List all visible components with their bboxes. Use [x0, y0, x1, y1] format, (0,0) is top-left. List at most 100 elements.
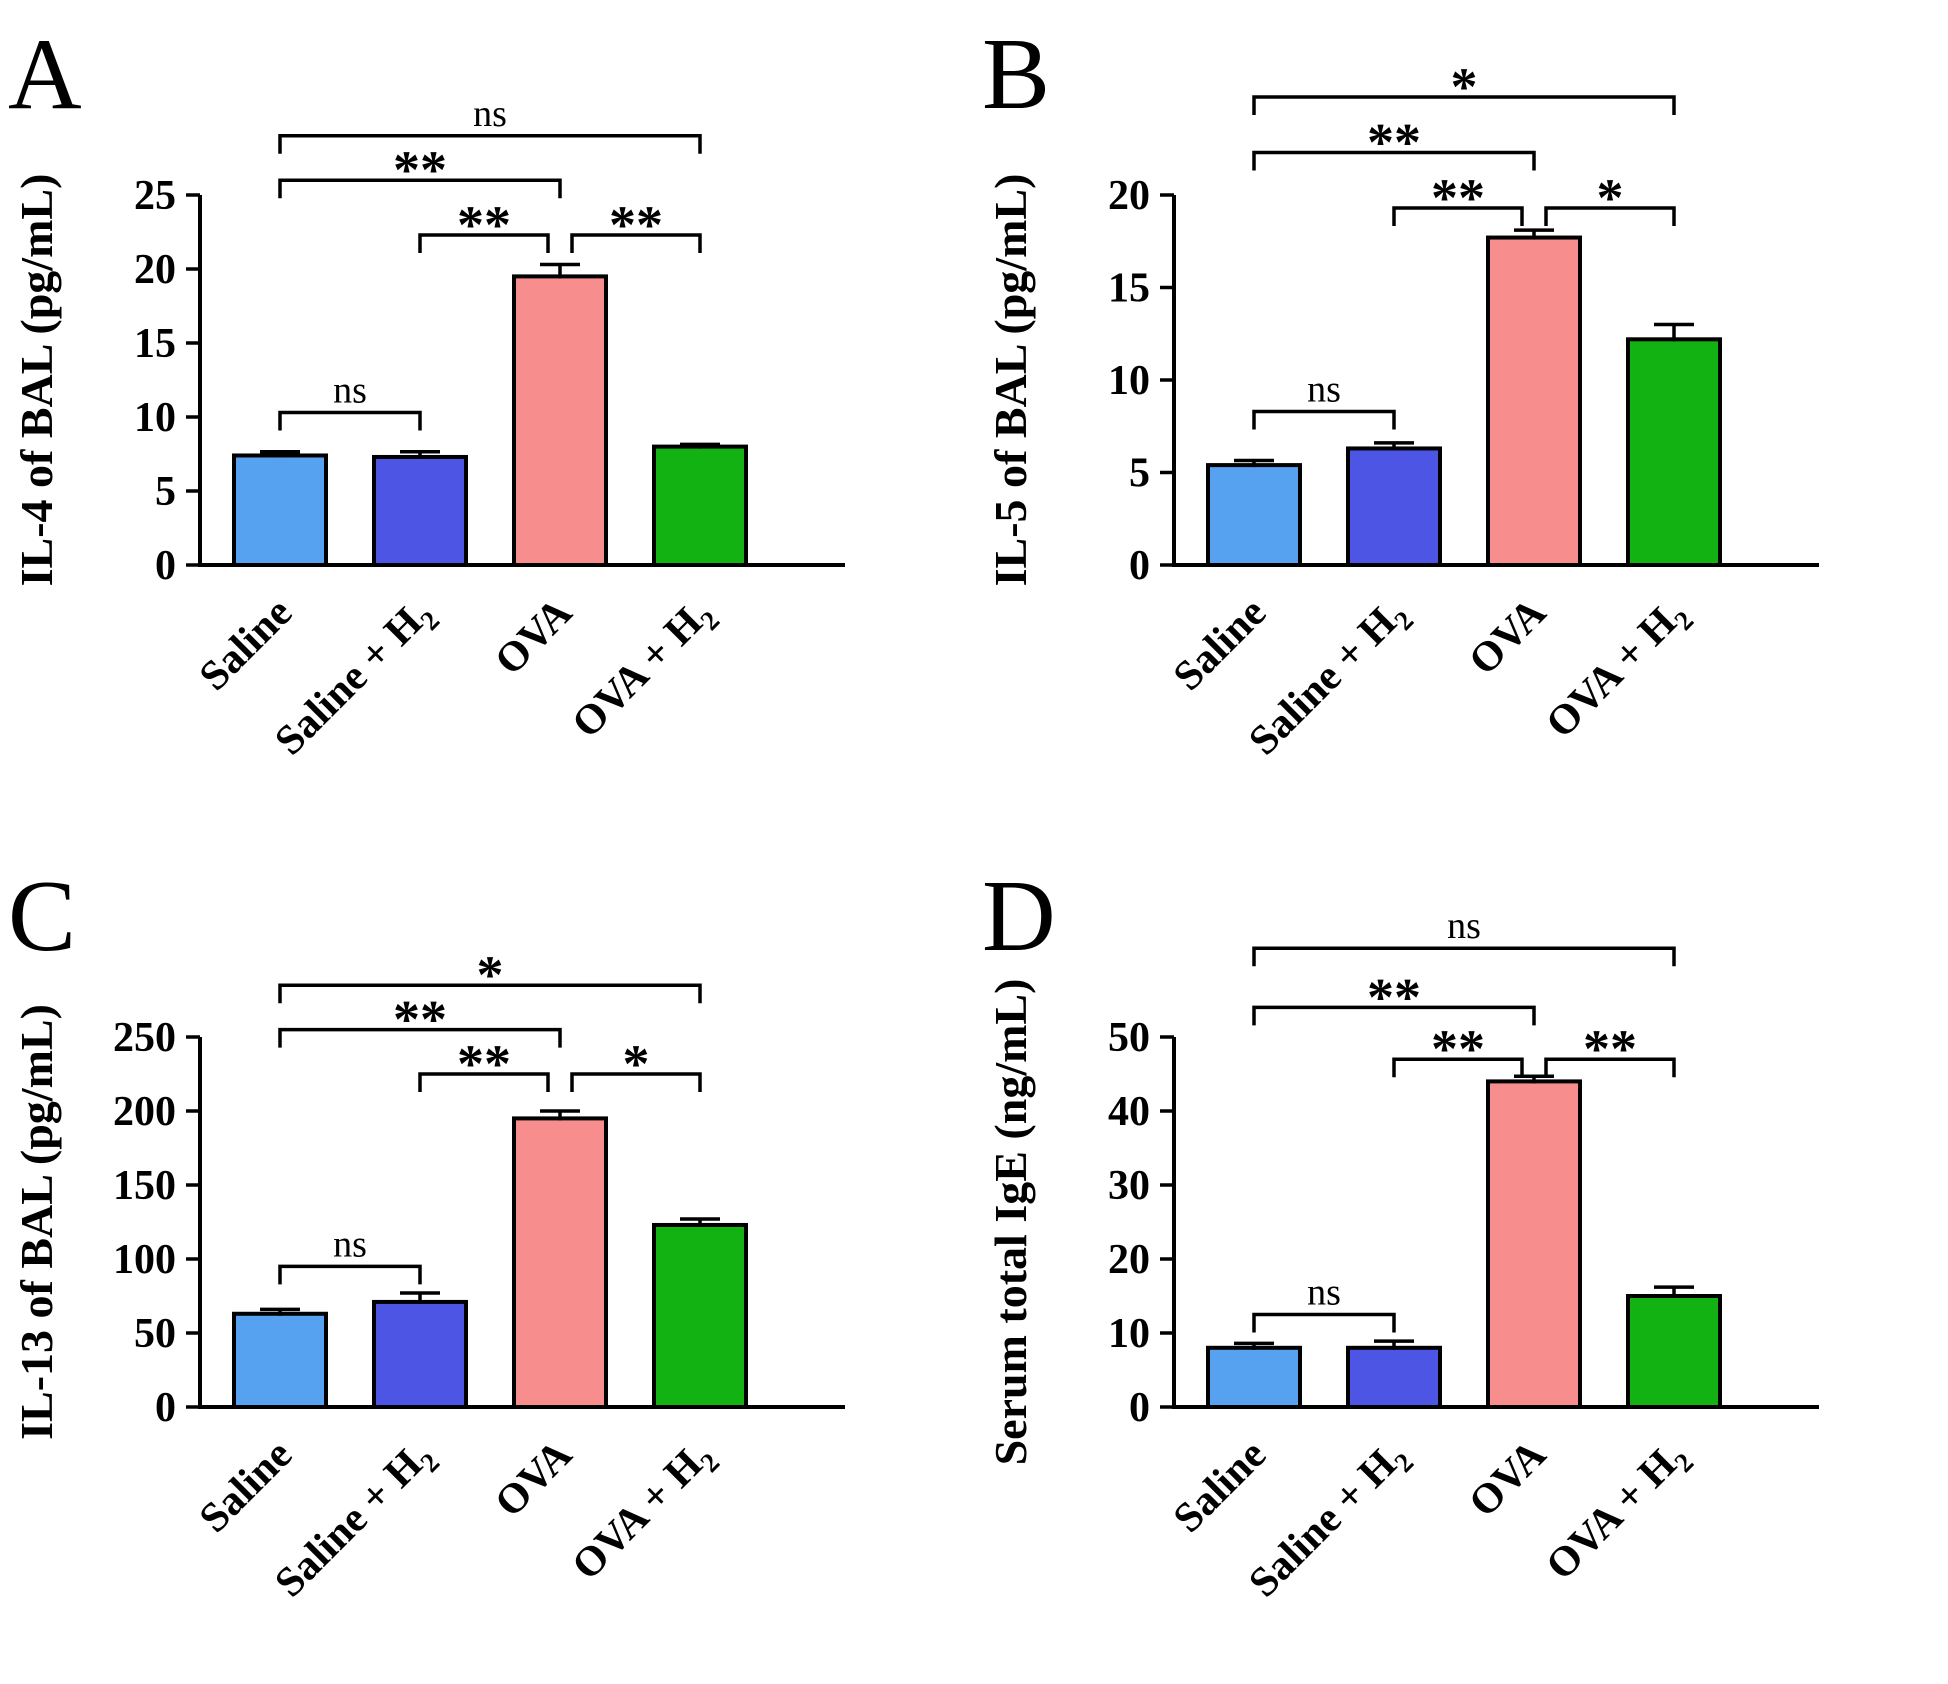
y-tick-label: 10 [1108, 358, 1150, 404]
y-tick-label: 100 [113, 1237, 176, 1283]
bar-ova-h [1626, 337, 1722, 567]
significance-bracket [1252, 409, 1396, 430]
y-tick-label: 30 [1108, 1163, 1150, 1209]
significance-bracket [1252, 946, 1676, 967]
significance-bracket [1544, 1057, 1676, 1078]
significance-label: ** [1431, 1019, 1485, 1079]
bar-ova [512, 1116, 608, 1409]
significance-bracket [1392, 206, 1524, 226]
significance-bracket [278, 1264, 422, 1285]
bar-saline [1206, 1345, 1302, 1409]
significance-bracket [1252, 1005, 1536, 1026]
y-tick-label: 5 [155, 469, 176, 515]
bar-ova [1486, 1079, 1582, 1409]
x-category-label: Saline [191, 1432, 301, 1542]
y-tick-label: 15 [134, 321, 176, 367]
bar-ova [1486, 235, 1582, 568]
significance-bracket [278, 1027, 562, 1048]
significance-label: ns [1307, 1272, 1341, 1314]
bar-ova-h [652, 444, 748, 568]
y-axis-title: IL-5 of BAL (pg/mL) [985, 174, 1036, 587]
y-tick-label: 20 [1108, 173, 1150, 219]
y-tick-label: 200 [113, 1089, 176, 1135]
panel-letter: D [982, 860, 1056, 973]
chart-panel-C: C IL-13 of BAL (pg/mL) 0 50 100 150 200 250 Sali… [8, 860, 845, 1606]
bar-saline-h [372, 1299, 468, 1410]
bar-saline-h [372, 454, 468, 567]
panel-C: C IL-13 of BAL (pg/mL) 0 50 100 150 200 250 Sali… [0, 842, 974, 1684]
significance-label: ** [1431, 168, 1485, 228]
chart-panel-D: D Serum total IgE (ng/mL) 0 10 20 30 40 50 Salin… [982, 860, 1819, 1606]
significance-bracket [278, 134, 702, 154]
bar-saline [232, 1311, 328, 1410]
significance-bracket [1392, 1057, 1524, 1078]
y-tick-label: 0 [1129, 1385, 1150, 1431]
y-tick-label: 250 [113, 1015, 176, 1061]
significance-label: ** [393, 140, 447, 200]
y-axis-title: IL-4 of BAL (pg/mL) [11, 174, 62, 587]
bar-saline-h [1346, 446, 1442, 568]
y-tick-label: 15 [1108, 266, 1150, 312]
bar-saline [232, 453, 328, 568]
y-axis-title: Serum total IgE (ng/mL) [985, 979, 1036, 1466]
significance-label: ns [333, 1223, 367, 1265]
y-tick-label: 50 [1108, 1015, 1150, 1061]
significance-label: ** [1367, 112, 1421, 172]
significance-bracket [278, 178, 562, 199]
significance-label: * [623, 1034, 650, 1094]
significance-bracket [278, 983, 702, 1004]
significance-bracket [570, 233, 702, 253]
x-category-label: OVA + H2 [1537, 590, 1699, 752]
significance-bracket [1252, 95, 1676, 115]
significance-label: * [477, 945, 504, 1005]
bar-saline [1206, 463, 1302, 568]
significance-bracket [418, 233, 550, 253]
significance-label: ns [1447, 905, 1481, 947]
x-category-label: OVA [1460, 1431, 1555, 1526]
significance-bracket [278, 410, 422, 431]
panel-B: B IL-5 of BAL (pg/mL) 0 5 10 15 20 Saline Saline… [974, 0, 1948, 842]
panel-letter: A [8, 18, 82, 131]
panel-D: D Serum total IgE (ng/mL) 0 10 20 30 40 50 Salin… [974, 842, 1948, 1684]
significance-label: * [1451, 57, 1478, 117]
bar-ova [512, 274, 608, 567]
y-tick-label: 20 [134, 247, 176, 293]
significance-bracket [1544, 206, 1676, 226]
bar-ova-h [652, 1222, 748, 1409]
y-tick-label: 10 [134, 395, 176, 441]
significance-bracket [418, 1072, 550, 1092]
chart-panel-A: AIL-4 of BAL (pg/mL) 0510152025SalineSali… [8, 18, 845, 764]
x-category-label: OVA [1460, 589, 1555, 684]
y-tick-label: 40 [1108, 1089, 1150, 1135]
significance-label: ns [1307, 368, 1341, 410]
x-category-label: OVA + H2 [563, 1432, 725, 1594]
x-category-label: OVA + H2 [1537, 1432, 1699, 1594]
significance-label: ** [457, 1034, 511, 1094]
significance-label: ** [393, 990, 447, 1050]
x-category-label: Saline [191, 590, 301, 700]
x-category-label: Saline [1165, 590, 1275, 700]
y-axis-title: IL-13 of BAL (pg/mL) [11, 1004, 62, 1440]
significance-bracket [1252, 1312, 1396, 1333]
x-category-label: OVA [486, 589, 581, 684]
x-category-label: OVA + H2 [563, 590, 725, 752]
significance-label: ns [333, 370, 367, 412]
y-tick-label: 0 [1129, 543, 1150, 589]
x-category-label: OVA [486, 1431, 581, 1526]
chart-panel-B: BIL-5 of BAL (pg/mL) 05101520SalineSaline… [982, 18, 1819, 764]
bar-saline-h [1346, 1345, 1442, 1409]
significance-label: ** [609, 195, 663, 255]
y-tick-label: 150 [113, 1163, 176, 1209]
y-tick-label: 50 [134, 1311, 176, 1357]
y-tick-label: 20 [1108, 1237, 1150, 1283]
significance-label: * [1597, 168, 1624, 228]
y-tick-label: 10 [1108, 1311, 1150, 1357]
significance-label: ns [473, 93, 507, 135]
panel-letter: B [982, 18, 1050, 131]
significance-bracket [570, 1072, 702, 1092]
significance-label: ** [1367, 967, 1421, 1027]
y-tick-label: 25 [134, 173, 176, 219]
panel-letter: C [8, 860, 76, 973]
panel-A: A IL-4 of BAL (pg/mL) 0 5 10 15 20 25 Saline Sali… [0, 0, 974, 842]
